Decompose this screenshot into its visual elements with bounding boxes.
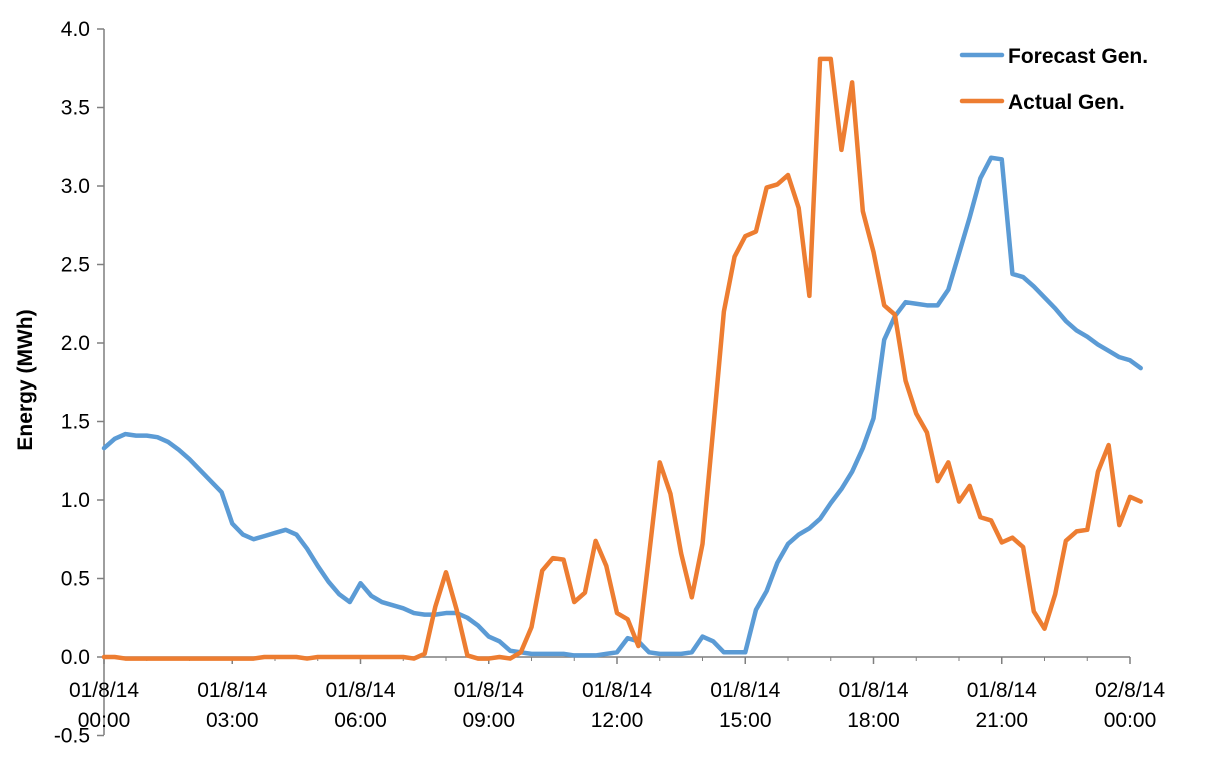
series-line-actual-gen [101, 56, 1143, 661]
x-tick-label: 01/8/14 00:00 [69, 679, 139, 732]
y-tick-label: -0.5 [54, 725, 90, 748]
x-tick-label: 01/8/14 03:00 [197, 679, 267, 732]
series-lines [101, 56, 1143, 661]
x-tick-label: 01/8/14 18:00 [838, 679, 908, 732]
y-tick-label: 3.5 [61, 97, 90, 120]
x-tick-label: 01/8/14 09:00 [454, 679, 524, 732]
y-tick-label: 1.0 [61, 489, 90, 512]
y-tick-label: 0.0 [61, 646, 90, 669]
x-tick-label: 01/8/14 06:00 [325, 679, 395, 732]
x-tick-label: 02/8/14 00:00 [1095, 679, 1165, 732]
y-tick-label: 2.5 [61, 254, 90, 277]
legend-label: Actual Gen. [1008, 91, 1125, 114]
x-tick-label: 01/8/14 21:00 [967, 679, 1037, 732]
x-axis: 01/8/14 00:00 01/8/14 03:00 01/8/14 06:00 01/8… [69, 656, 1165, 732]
y-axis-title: Energy (MWh) [14, 309, 37, 450]
x-tick-label: 01/8/14 12:00 [582, 679, 652, 732]
y-tick-label: 0.5 [61, 568, 90, 591]
x-tick-label: 01/8/14 15:00 [710, 679, 780, 732]
y-tick-label: 1.5 [61, 411, 90, 434]
y-tick-label: 2.0 [61, 332, 90, 355]
y-tick-label: 4.0 [61, 18, 90, 41]
legend-label: Forecast Gen. [1008, 45, 1148, 68]
y-axis: -0.5 0.0 0.5 1.0 1.5 2.0 2.5 3.0 3.5 4.0 [54, 18, 105, 748]
y-tick-label: 3.0 [61, 175, 90, 198]
series-line-forecast-gen [101, 155, 1143, 658]
legend: Forecast Gen. Actual Gen. [959, 45, 1148, 114]
